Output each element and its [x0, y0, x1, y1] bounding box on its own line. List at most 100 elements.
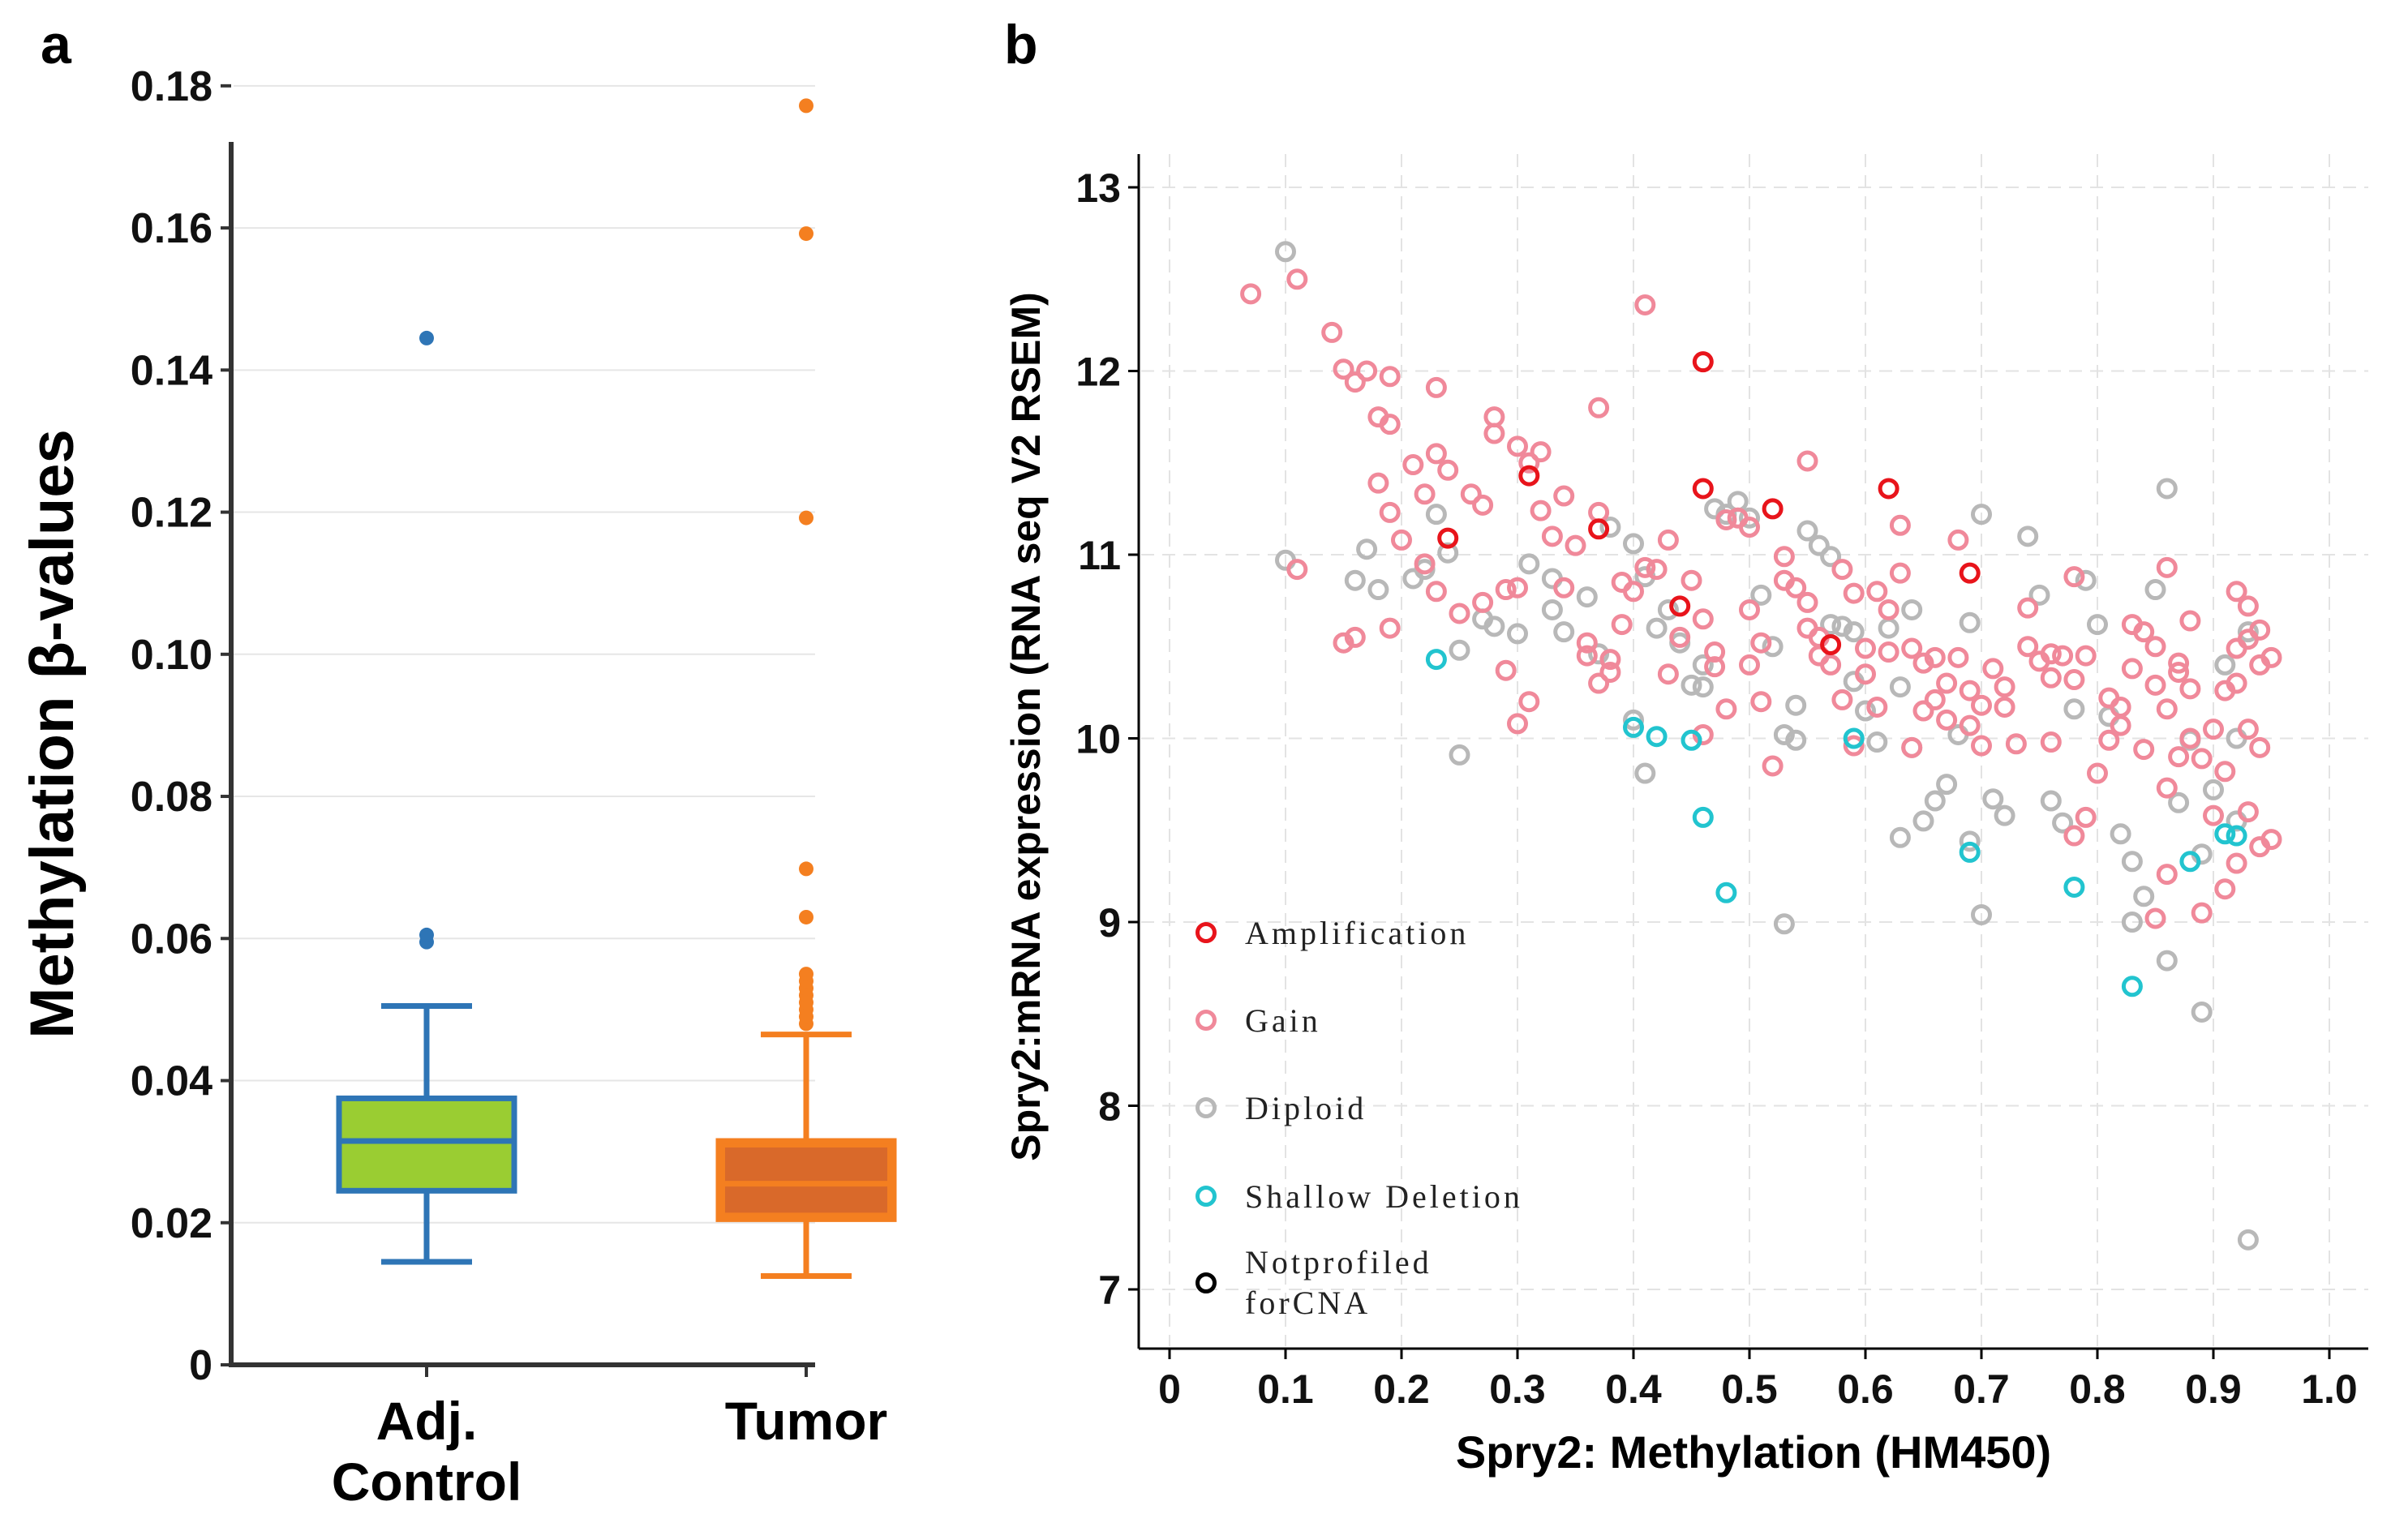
scatter-point [2098, 729, 2120, 751]
b-y-tick-label: 10 [1075, 717, 1121, 762]
scatter-point [2179, 610, 2201, 632]
scatter-point [1773, 913, 1795, 935]
scatter-point [2168, 652, 2190, 674]
scatter-point [1889, 514, 1911, 536]
scatter-point [1634, 762, 1656, 784]
scatter-point [1762, 498, 1784, 520]
scatter-point [1762, 755, 1784, 777]
scatter-point [1820, 654, 1842, 676]
scatter-point [1379, 414, 1401, 435]
b-points [1240, 241, 2282, 1250]
scatter-point [1843, 735, 1865, 757]
scatter-point [2260, 829, 2282, 851]
scatter-point [2087, 614, 2108, 636]
scatter-point [1646, 617, 1668, 639]
scatter-point [2063, 825, 2085, 847]
scatter-point [2052, 645, 2074, 667]
scatter-point [1959, 680, 1981, 701]
scatter-point [2168, 746, 2190, 768]
scatter-point [1576, 645, 1598, 667]
scatter-point [1750, 584, 1772, 606]
series-diploid [1275, 241, 2259, 1250]
outlier-point [799, 909, 813, 924]
scatter-point [1356, 360, 1378, 382]
scatter-point [1994, 804, 2015, 826]
series-amplification [1437, 351, 1981, 655]
scatter-point [1681, 729, 1702, 751]
scatter-point [2075, 645, 2097, 667]
scatter-point [1739, 598, 1760, 620]
scatter-point [1692, 608, 1714, 630]
scatter-point [1889, 562, 1911, 584]
scatter-point [2040, 790, 2062, 812]
scatter-point [2144, 674, 2166, 696]
scatter-point [1495, 659, 1517, 681]
scatter-point [1425, 649, 1447, 671]
scatter-point [1495, 579, 1517, 601]
b-x-tick-label: 0 [1158, 1366, 1181, 1412]
scatter-point [1541, 598, 1563, 620]
scatter-point [2110, 823, 2131, 845]
scatter-point [2040, 667, 2062, 688]
b-x-tick-label: 0.8 [2069, 1366, 2126, 1412]
scatter-point [1425, 581, 1447, 603]
scatter-point [1402, 454, 1424, 476]
legend-label: forCNA [1245, 1285, 1371, 1321]
scatter-point [1912, 810, 1934, 832]
scatter-point [1866, 696, 1888, 718]
scatter-point [2133, 621, 2155, 643]
scatter-point [1541, 525, 1563, 547]
scatter-point [2191, 1001, 2213, 1023]
scatter-point [2237, 719, 2259, 740]
a-y-tick-label: 0.06 [131, 916, 212, 963]
scatter-point [1657, 529, 1679, 551]
b-x-tick-label: 0.7 [1953, 1366, 2010, 1412]
b-x-tick-label: 1.0 [2301, 1366, 2358, 1412]
scatter-point [1657, 598, 1679, 620]
scatter-point [1623, 581, 1644, 603]
box-iqr [336, 1095, 517, 1194]
scatter-point [2214, 878, 2236, 900]
b-y-axis-title: Spry2:mRNA expression (RNA seq V2 RSEM) [1003, 292, 1049, 1161]
scatter-point [1855, 637, 1876, 659]
scatter-point [1692, 676, 1714, 698]
scatter-point [1959, 830, 1981, 852]
scatter-point [1785, 729, 1807, 751]
b-y-tick-label: 12 [1075, 350, 1121, 395]
scatter-point [1553, 577, 1575, 598]
scatter-point [1286, 268, 1308, 290]
scatter-point [1588, 518, 1610, 540]
scatter-point [1634, 294, 1656, 315]
scatter-point [1576, 586, 1598, 608]
scatter-point [1449, 639, 1470, 661]
scatter-point [2087, 762, 2108, 784]
scatter-point [1808, 534, 1830, 556]
scatter-point [1971, 694, 1992, 716]
box-adj-control [336, 330, 517, 1265]
scatter-point [2144, 907, 2166, 929]
scatter-point [2179, 727, 2201, 749]
scatter-point [1866, 731, 1888, 753]
scatter-point [1843, 621, 1865, 643]
scatter-point [2063, 669, 2085, 691]
scatter-point [1437, 542, 1459, 564]
b-y-tick-label: 8 [1098, 1084, 1121, 1130]
scatter-point [1634, 556, 1656, 578]
outlier-point [799, 861, 813, 877]
scatter-point [2028, 584, 2050, 606]
legend-marker [1196, 1010, 1217, 1031]
scatter-point [1507, 713, 1528, 735]
scatter-point [1437, 459, 1459, 481]
scatter-point [1449, 744, 1470, 766]
scatter-point [1994, 676, 2015, 698]
box-iqr-inner [725, 1147, 887, 1213]
scatter-point [2237, 595, 2259, 617]
outlier-point [799, 510, 813, 525]
legend-marker [1196, 1186, 1217, 1207]
a-boxes [336, 98, 897, 1279]
scatter-point [1982, 658, 2004, 680]
a-gridlines [234, 84, 815, 1224]
b-x-tick-label: 0.1 [1257, 1366, 1314, 1412]
scatter-point [1391, 529, 1412, 551]
scatter-point [1959, 841, 1981, 863]
